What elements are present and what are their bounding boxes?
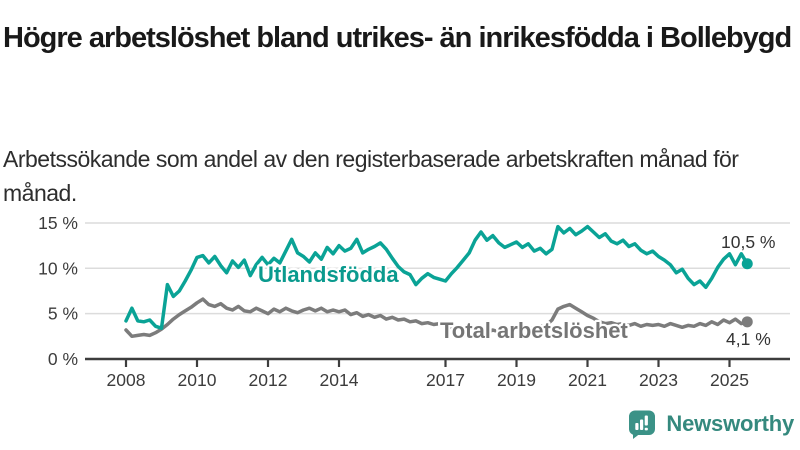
y-axis-tick-label: 0 % — [48, 349, 78, 369]
x-axis-tick-label: 2012 — [249, 370, 288, 390]
series-label-total-arbetsloshet: Total arbetslöshet — [440, 318, 629, 343]
x-axis-tick-label: 2025 — [710, 370, 749, 390]
brand-name: Newsworthy — [666, 411, 794, 436]
page-subtitle: Arbetssökande som andel av den registerb… — [3, 146, 739, 206]
newsworthy-brand: Newsworthy — [627, 406, 794, 442]
series-line-total-arbetsl-shet — [124, 297, 750, 339]
series-end-dot — [741, 258, 753, 270]
x-axis-tick-label: 2021 — [568, 370, 607, 390]
x-axis-tick-label: 2017 — [426, 370, 465, 390]
newsworthy-logo-icon — [629, 410, 656, 439]
end-value-utlandsfodda: 10,5 % — [721, 232, 775, 252]
x-axis-tick-label: 2008 — [107, 370, 146, 390]
x-axis-tick-label: 2010 — [178, 370, 217, 390]
y-axis-tick-label: 15 % — [38, 213, 78, 233]
page-title: Högre arbetslöshet bland utrikes- än inr… — [3, 22, 792, 55]
end-value-total-arbetsloshet: 4,1 % — [726, 329, 771, 349]
series-label-utlandsfodda: Utlandsfödda — [258, 262, 399, 287]
x-axis-tick-label: 2023 — [639, 370, 678, 390]
series-line-utlandsf-dda — [124, 224, 750, 330]
y-axis-tick-label: 10 % — [38, 258, 78, 278]
x-axis-tick-label: 2019 — [497, 370, 536, 390]
x-axis-tick-label: 2014 — [320, 370, 359, 390]
y-axis-tick-label: 5 % — [48, 304, 78, 324]
chart-grid: 0 % 5 % 10 % 15 % 2008 2010 2012 2014 2017 2019 20… — [38, 213, 790, 390]
unemployment-line-chart: 0 % 5 % 10 % 15 % 2008 2010 2012 2014 2017 2019 20… — [38, 213, 790, 390]
chart-series — [124, 224, 753, 339]
series-end-dot — [741, 316, 753, 328]
